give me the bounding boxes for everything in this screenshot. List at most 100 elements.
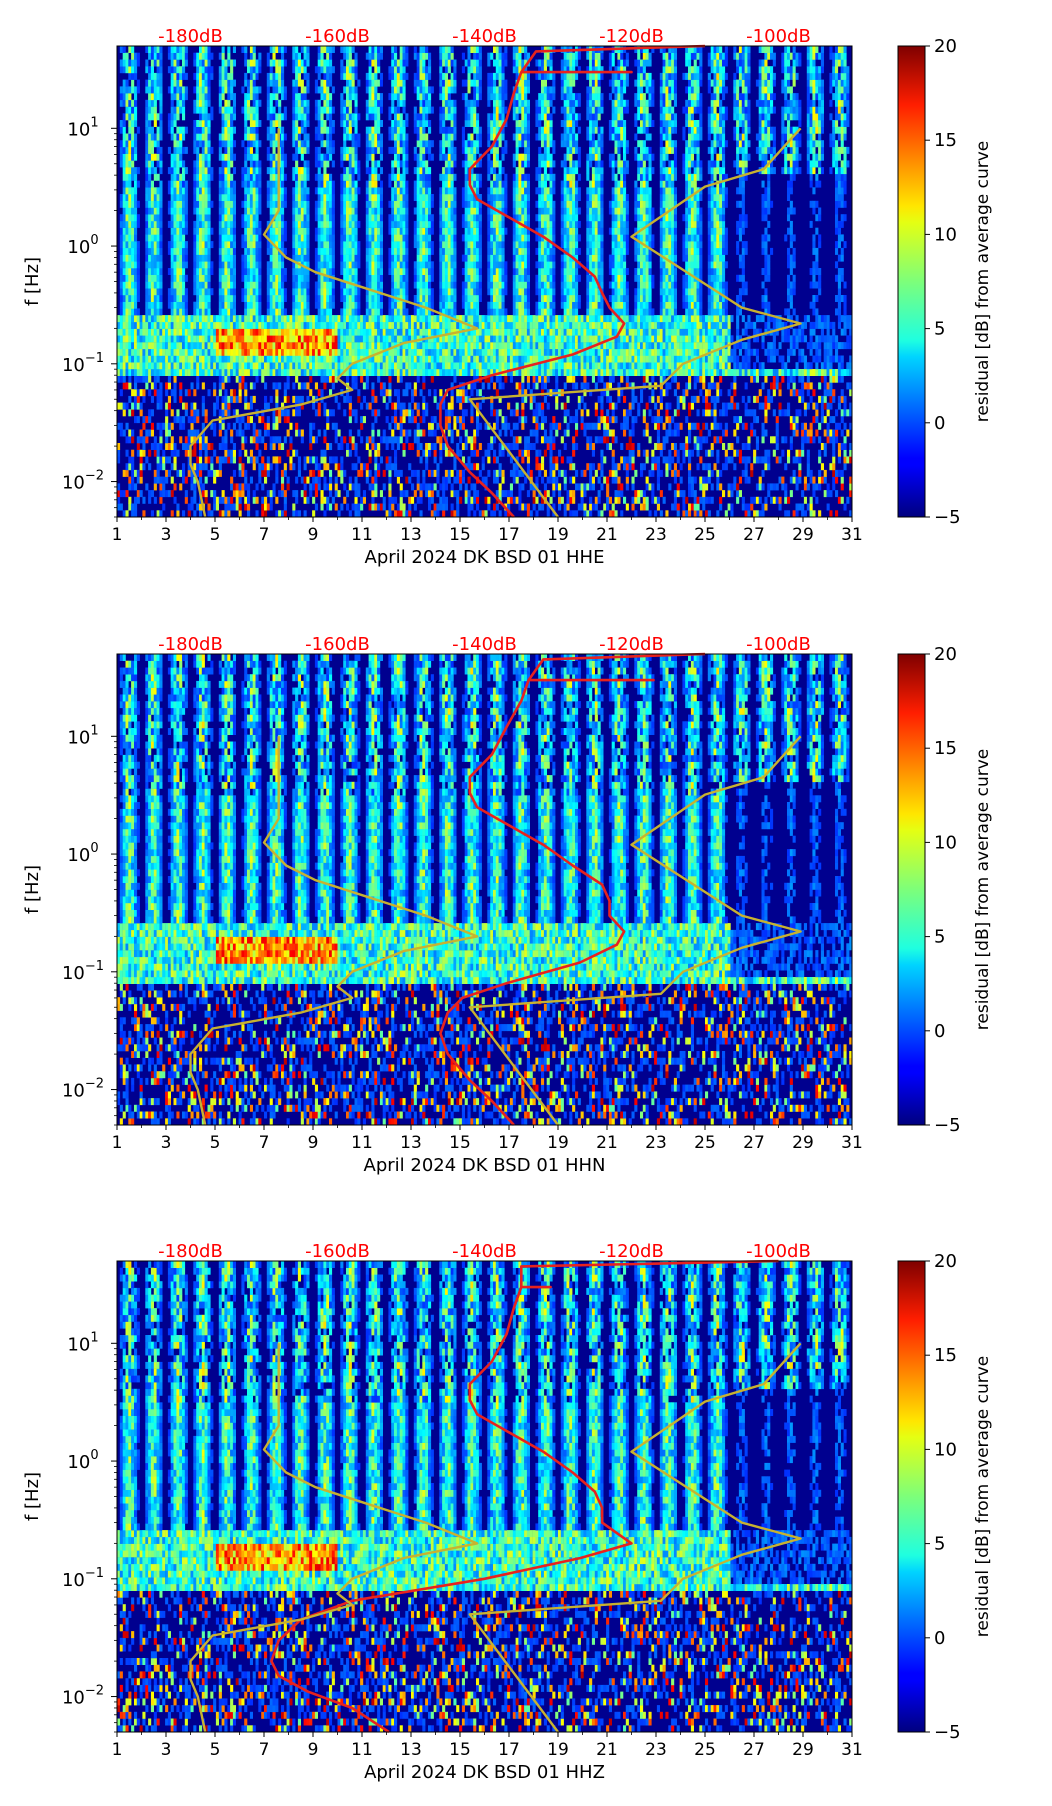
x-tick-label: 5 xyxy=(210,525,221,545)
colorbar xyxy=(897,45,926,518)
top-db-label: -100dB xyxy=(746,1241,811,1262)
x-tick-label: 15 xyxy=(449,1133,471,1153)
top-db-label: -120dB xyxy=(599,634,664,655)
y-tick-exponent: −2 xyxy=(85,1684,104,1699)
x-tick-label: 31 xyxy=(841,525,863,545)
x-tick-label: 13 xyxy=(400,1740,422,1760)
x-axis-label: April 2024 DK BSD 01 HHN xyxy=(364,1155,606,1176)
y-tick-exponent: 1 xyxy=(90,1330,98,1345)
x-tick-label: 17 xyxy=(498,1133,520,1153)
colorbar-tick-label: 10 xyxy=(934,1439,957,1460)
top-db-label: -120dB xyxy=(599,26,664,47)
x-tick-label: 21 xyxy=(596,1133,618,1153)
x-tick-label: 1 xyxy=(112,1740,123,1760)
noise-model-curve-1 xyxy=(189,1343,479,1733)
y-tick-label: 10−1 xyxy=(62,959,104,984)
colorbar-label: residual [dB] from average curve xyxy=(973,141,993,422)
spectrogram-background xyxy=(117,654,852,1125)
top-db-label: -140dB xyxy=(452,634,517,655)
y-tick-exponent: 1 xyxy=(90,723,98,738)
y-tick-exponent: −1 xyxy=(85,351,104,366)
spectrogram xyxy=(117,46,852,517)
x-tick-label: 19 xyxy=(547,1133,569,1153)
top-db-label: -180dB xyxy=(158,26,223,47)
y-axis-label: f [Hz] xyxy=(22,257,43,306)
top-db-label: -120dB xyxy=(599,1241,664,1262)
y-tick-base: 10 xyxy=(67,237,90,258)
x-tick-label: 3 xyxy=(161,1740,172,1760)
x-tick-label: 7 xyxy=(259,525,270,545)
x-tick-label: 3 xyxy=(161,525,172,545)
x-tick-label: 23 xyxy=(645,1740,667,1760)
x-tick-label: 17 xyxy=(498,525,520,545)
x-tick-label: 19 xyxy=(547,1740,569,1760)
y-tick-label: 100 xyxy=(67,841,98,866)
x-tick-label: 31 xyxy=(841,1133,863,1153)
x-tick-label: 11 xyxy=(351,1740,373,1760)
x-axis-label: April 2024 DK BSD 01 HHZ xyxy=(364,1762,605,1783)
spectrogram xyxy=(117,654,852,1125)
colorbar-tick-label: 20 xyxy=(934,1251,957,1272)
y-tick-exponent: −1 xyxy=(85,959,104,974)
noise-model-curve-2 xyxy=(468,1342,802,1733)
y-tick-base: 10 xyxy=(67,727,90,748)
x-tick-label: 31 xyxy=(841,1740,863,1760)
y-tick-label: 101 xyxy=(67,115,98,140)
noise-model-curve-2 xyxy=(468,127,802,518)
y-tick-base: 10 xyxy=(62,355,85,376)
top-db-label: -180dB xyxy=(158,1241,223,1262)
colorbar-tick-label: 0 xyxy=(934,1628,945,1649)
y-tick-base: 10 xyxy=(67,1334,90,1355)
spectrogram-background xyxy=(117,46,852,517)
x-tick-label: 5 xyxy=(210,1740,221,1760)
y-tick-exponent: −2 xyxy=(85,469,104,484)
x-axis-label: April 2024 DK BSD 01 HHE xyxy=(365,547,605,568)
noise-model-curve-1 xyxy=(189,128,479,518)
x-tick-label: 27 xyxy=(743,1133,765,1153)
colorbar-label: residual [dB] from average curve xyxy=(973,1356,993,1637)
x-tick-label: 27 xyxy=(743,1740,765,1760)
x-tick-label: 5 xyxy=(210,1133,221,1153)
x-tick-label: 15 xyxy=(449,1740,471,1760)
y-tick-exponent: −2 xyxy=(85,1077,104,1092)
colorbar-tick-label: −5 xyxy=(934,1115,961,1136)
x-tick-label: 13 xyxy=(400,1133,422,1153)
y-tick-exponent: 0 xyxy=(90,841,98,856)
top-db-label: -140dB xyxy=(452,26,517,47)
colorbar-tick-label: 10 xyxy=(934,832,957,853)
y-tick-label: 100 xyxy=(67,233,98,258)
x-tick-label: 25 xyxy=(694,1740,716,1760)
x-tick-label: 11 xyxy=(351,1133,373,1153)
colorbar-tick-label: 15 xyxy=(934,738,957,759)
top-db-label: -100dB xyxy=(746,26,811,47)
y-tick-base: 10 xyxy=(62,473,85,494)
x-tick-label: 11 xyxy=(351,525,373,545)
x-tick-label: 15 xyxy=(449,525,471,545)
colorbar-tick-label: 20 xyxy=(934,36,957,57)
x-tick-label: 25 xyxy=(694,525,716,545)
y-tick-base: 10 xyxy=(62,963,85,984)
y-tick-label: 10−1 xyxy=(62,1566,104,1591)
colorbar-tick-label: 5 xyxy=(934,319,945,340)
y-axis-label: f [Hz] xyxy=(22,865,43,914)
x-tick-label: 25 xyxy=(694,1133,716,1153)
y-tick-label: 101 xyxy=(67,1330,98,1355)
top-db-label: -180dB xyxy=(158,634,223,655)
x-tick-label: 29 xyxy=(792,525,814,545)
y-tick-exponent: −1 xyxy=(85,1566,104,1581)
x-tick-label: 21 xyxy=(596,525,618,545)
y-tick-label: 10−2 xyxy=(62,469,104,494)
y-tick-label: 10−2 xyxy=(62,1684,104,1709)
x-tick-label: 19 xyxy=(547,525,569,545)
x-tick-label: 1 xyxy=(112,1133,123,1153)
colorbar-tick-label: 5 xyxy=(934,1534,945,1555)
x-tick-label: 17 xyxy=(498,1740,520,1760)
top-db-label: -100dB xyxy=(746,634,811,655)
y-tick-base: 10 xyxy=(67,119,90,140)
mean-psd-curve xyxy=(270,1259,779,1734)
top-db-label: -160dB xyxy=(305,634,370,655)
y-tick-label: 101 xyxy=(67,723,98,748)
